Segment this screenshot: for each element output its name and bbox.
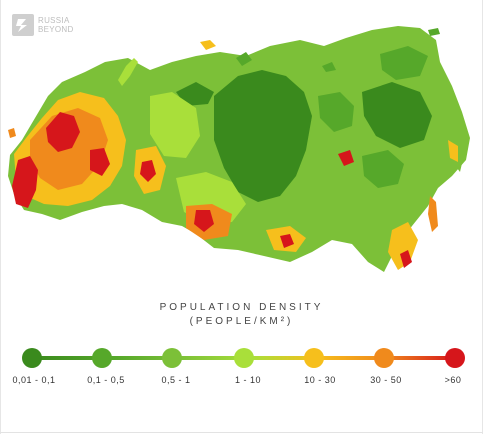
map-region-south-red — [12, 156, 38, 208]
map-region-kamchatka-yellow — [448, 140, 458, 162]
logo-icon — [12, 14, 34, 36]
legend-label-7: >60 — [444, 375, 462, 385]
map-region-kamchatka — [442, 100, 466, 172]
map-region-central-siberia — [214, 70, 312, 202]
legend-label-4: 1 - 10 — [234, 375, 262, 385]
map-region-east-south — [362, 150, 404, 188]
map-island-novaya-zemlya — [118, 58, 138, 86]
legend-subtitle: (PEOPLE/KM²) — [189, 316, 294, 327]
legend-swatch-3 — [162, 348, 182, 368]
legend-label-6: 30 - 50 — [370, 375, 402, 385]
map-region-urals-red — [140, 160, 156, 182]
legend-swatch-4 — [234, 348, 254, 368]
map-island-wrangel — [428, 28, 440, 36]
legend-label-2: 0,1 - 0,5 — [87, 375, 125, 385]
map-region-south-siberia-red — [194, 210, 214, 232]
map-region-volga-red — [90, 148, 110, 176]
map-region-moscow-red — [46, 112, 80, 152]
legend-swatch-5 — [304, 348, 324, 368]
map-region-yakutia — [318, 92, 354, 132]
frame-left-edge — [0, 0, 1, 434]
map-region-east — [362, 82, 432, 148]
logo-line-1: RUSSIA — [38, 16, 70, 25]
map-region-west-siberia — [150, 92, 200, 158]
map-region-vladivostok-red — [400, 250, 412, 268]
russia-population-density-map — [8, 26, 470, 272]
legend-label-1: 0,01 - 0,1 — [12, 375, 56, 385]
map-island-new-siberian — [322, 62, 336, 72]
legend-label-5: 10 - 30 — [304, 375, 336, 385]
legend-swatch-1 — [22, 348, 42, 368]
logo-line-2: BEYOND — [38, 25, 74, 34]
map-region-kaliningrad — [8, 128, 16, 138]
legend-swatch-7 — [445, 348, 465, 368]
map-island-severnaya-zemlya — [236, 52, 252, 66]
legend-label-3: 0,5 - 1 — [161, 375, 191, 385]
legend-color-scale — [22, 348, 465, 368]
legend-swatch-2 — [92, 348, 112, 368]
bottom-divider — [0, 432, 483, 433]
map-region-yakutsk-red — [338, 150, 354, 166]
map-island-franz-josef — [200, 40, 216, 50]
map-region-kolyma — [380, 46, 428, 80]
legend-title: POPULATION DENSITY — [159, 302, 324, 313]
legend-swatch-6 — [374, 348, 394, 368]
russia-beyond-logo: RUSSIA BEYOND — [12, 12, 82, 38]
logo-text: RUSSIA BEYOND — [38, 16, 74, 34]
legend-labels: 0,01 - 0,1 0,1 - 0,5 0,5 - 1 1 - 10 10 - 30 3… — [0, 375, 483, 391]
map-region-taimyr — [176, 82, 214, 106]
map-region-sakhalin — [428, 196, 438, 232]
map-region-baikal-red — [280, 234, 294, 248]
